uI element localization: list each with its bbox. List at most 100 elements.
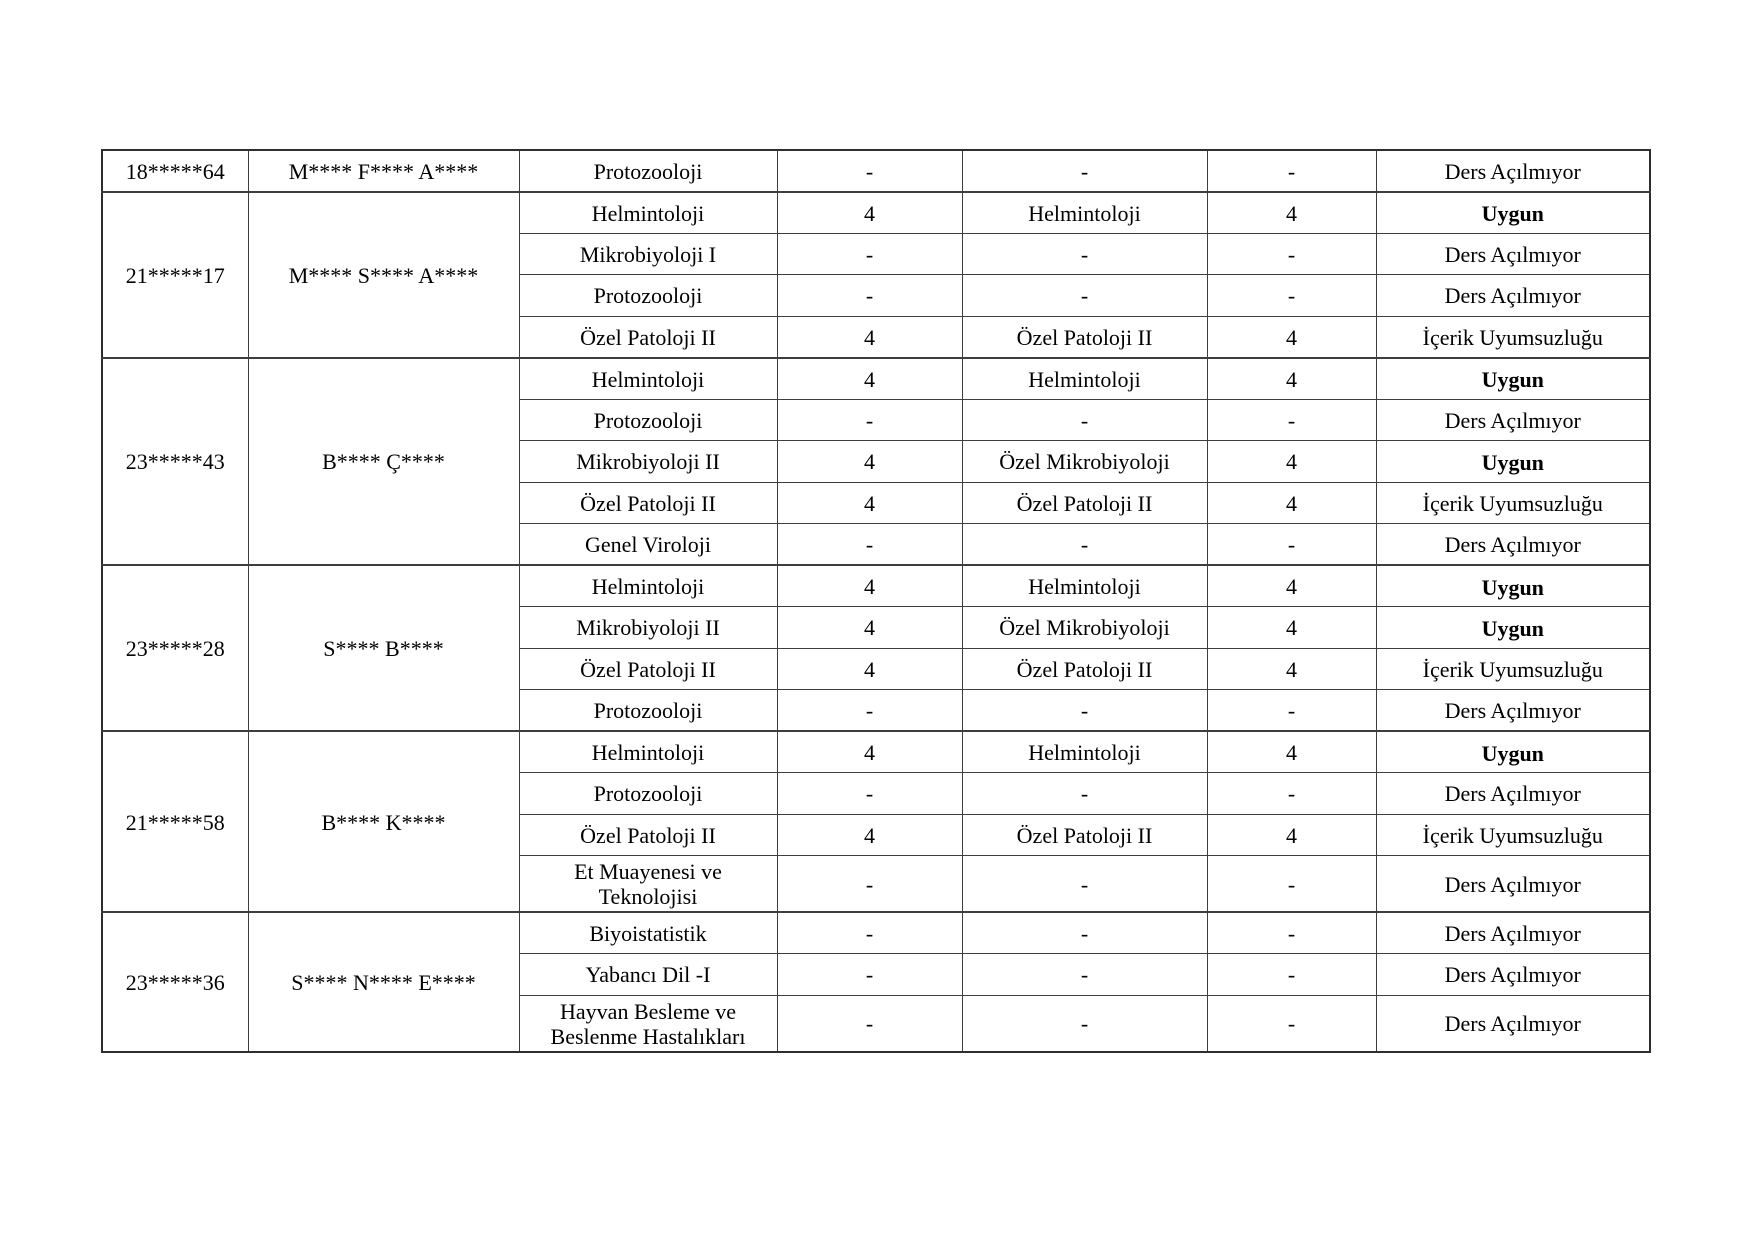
course-cell: Özel Patoloji II bbox=[518, 315, 778, 358]
course-cell: Protozooloji bbox=[518, 689, 778, 732]
equivalent-credit-cell: - bbox=[1206, 149, 1377, 192]
course-cell: Helmintoloji bbox=[518, 356, 778, 400]
course-cell: Mikrobiyoloji II bbox=[518, 440, 778, 483]
credit-cell: 4 bbox=[776, 356, 963, 400]
equivalent-course-cell: Özel Mikrobiyoloji bbox=[961, 606, 1208, 649]
equivalent-credit-cell: 4 bbox=[1206, 813, 1377, 856]
course-name: Protozooloji bbox=[593, 698, 703, 723]
table-row: 23*****28 S**** B**** Helmintoloji 4 Helmint… bbox=[101, 564, 1651, 732]
equivalent-credit-cell: - bbox=[1206, 911, 1377, 954]
status-cell: Uygun bbox=[1375, 356, 1651, 400]
equivalent-credit-cell: - bbox=[1206, 953, 1377, 996]
equivalent-course-cell: - bbox=[961, 398, 1208, 441]
equivalent-credit-cell: - bbox=[1206, 523, 1377, 566]
equivalent-course-cell: - bbox=[961, 689, 1208, 732]
status-cell: İçerik Uyumsuzluğu bbox=[1375, 647, 1651, 690]
course-name: Özel Patoloji II bbox=[580, 656, 716, 682]
equivalent-course-cell: - bbox=[961, 994, 1208, 1052]
course-equivalency-table-container: 18*****64 M**** F**** A**** Protozooloji - -… bbox=[101, 149, 1651, 1053]
equivalent-credit-cell: 4 bbox=[1206, 606, 1377, 649]
table-row: Özel Patoloji II 4 Özel Patoloji II 4 İçerik… bbox=[102, 647, 1651, 690]
status-cell: Uygun bbox=[1375, 190, 1651, 234]
equivalent-course-cell: Helmintoloji bbox=[961, 190, 1208, 234]
credit-cell: 4 bbox=[776, 564, 963, 607]
status-cell: Ders Açılmıyor bbox=[1375, 149, 1651, 192]
equivalent-course-cell: - bbox=[961, 911, 1208, 954]
credit-cell: 4 bbox=[776, 813, 963, 856]
equivalent-credit-cell: 4 bbox=[1206, 647, 1377, 690]
credit-cell: - bbox=[776, 855, 963, 913]
student-name-cell: M**** S**** A**** bbox=[247, 190, 520, 358]
course-name: Hayvan Besleme ve Beslenme Hastalıkları bbox=[550, 998, 746, 1049]
credit-cell: - bbox=[776, 994, 963, 1052]
table-body: 18*****64 M**** F**** A**** Protozooloji - -… bbox=[101, 149, 1651, 1052]
credit-cell: - bbox=[776, 232, 963, 275]
equivalent-credit-cell: 4 bbox=[1206, 440, 1377, 483]
table-row: Et Muayenesi ve Teknolojisi - - - Ders Açılm… bbox=[102, 855, 1651, 913]
student-id-cell: 21*****17 bbox=[101, 190, 249, 358]
equivalent-course-cell: Özel Patoloji II bbox=[961, 813, 1208, 856]
equivalent-course-cell: - bbox=[961, 274, 1208, 317]
course-name: Mikrobiyoloji I bbox=[579, 241, 717, 267]
credit-cell: 4 bbox=[776, 481, 963, 524]
equivalent-credit-cell: - bbox=[1206, 398, 1377, 441]
table-row: 21*****17 M**** S**** A**** Helmintoloji 4 H… bbox=[101, 190, 1651, 358]
status-cell: Ders Açılmıyor bbox=[1375, 855, 1651, 913]
table-row: 18*****64 M**** F**** A**** Protozooloji - -… bbox=[101, 149, 1651, 192]
status-cell: İçerik Uyumsuzluğu bbox=[1375, 813, 1651, 856]
equivalent-credit-cell: - bbox=[1206, 855, 1377, 913]
table-row: Protozooloji - - - Ders Açılmıyor bbox=[102, 274, 1651, 317]
equivalent-credit-cell: - bbox=[1206, 274, 1377, 317]
student-id-cell: 23*****28 bbox=[101, 564, 249, 732]
status-cell: Ders Açılmıyor bbox=[1375, 398, 1651, 441]
course-name: Protozooloji bbox=[593, 407, 703, 433]
table-row: Özel Patoloji II 4 Özel Patoloji II 4 İçerik… bbox=[102, 813, 1651, 856]
course-name: Helmintoloji bbox=[591, 740, 705, 765]
credit-cell: 4 bbox=[776, 730, 963, 773]
status-cell: İçerik Uyumsuzluğu bbox=[1375, 315, 1651, 358]
course-name: Protozooloji bbox=[593, 158, 703, 184]
student-id-cell: 18*****64 bbox=[101, 149, 249, 192]
equivalent-course-cell: - bbox=[961, 855, 1208, 913]
student-id-cell: 23*****36 bbox=[101, 911, 249, 1052]
course-name: Özel Patoloji II bbox=[580, 822, 716, 848]
credit-cell: - bbox=[776, 398, 963, 441]
course-cell: Helmintoloji bbox=[518, 564, 778, 607]
course-cell: Protozooloji bbox=[518, 772, 778, 815]
equivalent-credit-cell: 4 bbox=[1206, 481, 1377, 524]
student-name-cell: B**** K**** bbox=[247, 730, 520, 913]
status-cell: Uygun bbox=[1375, 564, 1651, 607]
course-cell: Protozooloji bbox=[518, 398, 778, 441]
status-cell: Ders Açılmıyor bbox=[1375, 689, 1651, 732]
equivalent-credit-cell: 4 bbox=[1206, 315, 1377, 358]
equivalent-credit-cell: - bbox=[1206, 772, 1377, 815]
table-row: Mikrobiyoloji II 4 Özel Mikrobiyoloji 4 Uygu… bbox=[102, 440, 1651, 483]
course-cell: Hayvan Besleme ve Beslenme Hastalıkları bbox=[518, 994, 778, 1052]
student-id-cell: 23*****43 bbox=[101, 356, 249, 566]
equivalent-course-cell: Helmintoloji bbox=[961, 730, 1208, 773]
course-name: Mikrobiyoloji II bbox=[576, 615, 720, 641]
course-cell: Mikrobiyoloji II bbox=[518, 606, 778, 649]
equivalent-course-cell: - bbox=[961, 953, 1208, 996]
table-row: 23*****43 B**** Ç**** Helmintoloji 4 Helmint… bbox=[101, 356, 1651, 566]
table-row: Mikrobiyoloji I - - - Ders Açılmıyor bbox=[102, 232, 1651, 275]
equivalent-course-cell: Helmintoloji bbox=[961, 564, 1208, 607]
course-name: Mikrobiyoloji II bbox=[576, 449, 720, 475]
course-name: Biyoistatistik bbox=[589, 921, 707, 946]
equivalent-credit-cell: 4 bbox=[1206, 564, 1377, 607]
credit-cell: - bbox=[776, 689, 963, 732]
credit-cell: - bbox=[776, 911, 963, 954]
course-cell: Genel Viroloji bbox=[518, 523, 778, 566]
table-row: Hayvan Besleme ve Beslenme Hastalıkları -… bbox=[102, 994, 1651, 1052]
course-name: Et Muayenesi ve Teknolojisi bbox=[574, 859, 722, 909]
table-row: Protozooloji - - - Ders Açılmıyor bbox=[102, 398, 1651, 441]
status-cell: Uygun bbox=[1375, 606, 1651, 649]
equivalent-credit-cell: 4 bbox=[1206, 190, 1377, 234]
equivalent-credit-cell: - bbox=[1206, 232, 1377, 275]
student-name-cell: M**** F**** A**** bbox=[247, 149, 520, 192]
course-cell: Protozooloji bbox=[518, 274, 778, 317]
course-cell: Helmintoloji bbox=[518, 190, 778, 234]
course-cell: Özel Patoloji II bbox=[518, 647, 778, 690]
status-cell: Ders Açılmıyor bbox=[1375, 523, 1651, 566]
